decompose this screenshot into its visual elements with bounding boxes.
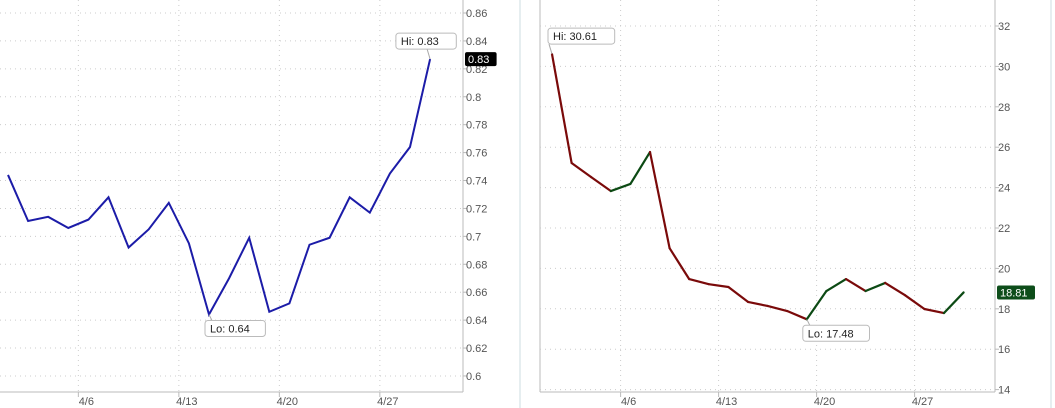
- series-segment: [648, 150, 671, 250]
- panel-separator: [1050, 0, 1052, 408]
- callout-label: Lo: 17.48: [808, 328, 854, 340]
- y-tick-label: 32: [998, 21, 1010, 33]
- callout-box: [395, 32, 457, 50]
- series-segment: [844, 278, 867, 293]
- series-segment: [688, 278, 710, 286]
- last-value-badge: [465, 52, 497, 67]
- callout-pointer: [426, 48, 431, 60]
- right-chart: 14 16 18 20 22 24 26 28 30 32 4/6 4/13 4/20 4/27 Hi: 3…: [539, 0, 1035, 408]
- series-segment: [884, 281, 906, 297]
- callout-pointer: [806, 319, 811, 326]
- series-segment: [825, 278, 848, 293]
- callout-box: [204, 320, 266, 338]
- y-tick-label: 24: [998, 183, 1010, 195]
- y-tick-label: 22: [998, 223, 1010, 235]
- y-tick-label: 14: [998, 385, 1010, 397]
- series-segment: [707, 283, 730, 289]
- y-tick-label: 0.7: [466, 231, 481, 243]
- series-segment: [746, 300, 769, 308]
- y-tick-label: 0.74: [466, 176, 487, 188]
- y-tick-label: 30: [998, 61, 1010, 73]
- y-tick-label: 0.76: [466, 148, 487, 160]
- y-tick-label: 0.84: [466, 36, 487, 48]
- y-tick-label: 0.66: [466, 287, 487, 299]
- callout-pointer: [548, 43, 553, 55]
- series-segment: [590, 175, 612, 193]
- series-segment: [629, 150, 652, 186]
- left-chart: 0.6 0.62 0.64 0.66 0.68 0.7 0.72 0.74 0.76 0.78 0.…: [0, 0, 497, 408]
- hi-callout: Hi: 30.61: [547, 27, 616, 55]
- y-tick-label: 0.68: [466, 259, 487, 271]
- y-tick-label: 0.64: [466, 315, 487, 327]
- series-segment: [570, 161, 593, 179]
- lo-callout: Lo: 17.48: [802, 319, 870, 342]
- series-segment: [766, 304, 789, 313]
- series-segment: [609, 182, 632, 193]
- series-segment: [903, 293, 926, 311]
- last-value-label: 18.81: [1000, 287, 1028, 299]
- y-tick-label: 16: [998, 344, 1010, 356]
- x-tick-label: 4/6: [621, 396, 636, 408]
- y-tick-label: 0.6: [466, 371, 481, 383]
- series-line: [7, 58, 432, 318]
- x-tick-label: 4/20: [277, 396, 298, 408]
- y-tick-label: 0.86: [466, 8, 487, 20]
- y-tick-label: 18: [998, 304, 1010, 316]
- hi-callout: Hi: 0.83: [395, 32, 457, 60]
- series-segment: [786, 309, 808, 321]
- callout-label: Lo: 0.64: [210, 324, 250, 336]
- y-tick-label: 20: [998, 263, 1010, 275]
- x-tick-label: 4/13: [176, 396, 197, 408]
- x-tick-label: 4/13: [716, 396, 737, 408]
- y-tick-label: 0.62: [466, 343, 487, 355]
- last-value-badge: [997, 285, 1035, 300]
- panel-separator: [519, 0, 521, 408]
- y-tick-label: 28: [998, 102, 1010, 114]
- lo-callout: Lo: 0.64: [204, 314, 266, 338]
- series-segment: [805, 289, 828, 321]
- y-tick-label: 26: [998, 142, 1010, 154]
- y-tick-label: 0.8: [466, 92, 481, 104]
- callout-pointer: [208, 314, 213, 321]
- series-segment: [727, 285, 750, 304]
- y-tick-label: 0.72: [466, 203, 487, 215]
- y-tick-label: 0.82: [466, 64, 487, 76]
- series-segment: [550, 52, 573, 165]
- series-segment: [668, 247, 691, 281]
- x-tick-label: 4/27: [377, 396, 398, 408]
- series-segment: [942, 291, 965, 315]
- series-segment: [923, 307, 946, 315]
- callout-box: [547, 27, 616, 45]
- x-tick-label: 4/6: [79, 396, 94, 408]
- callout-label: Hi: 30.61: [553, 31, 597, 43]
- callout-label: Hi: 0.83: [401, 36, 439, 48]
- callout-box: [802, 324, 870, 342]
- series-segment: [864, 281, 887, 293]
- x-tick-label: 4/20: [814, 396, 835, 408]
- last-value-label: 0.83: [468, 54, 489, 66]
- x-tick-label: 4/27: [912, 396, 933, 408]
- y-tick-label: 0.78: [466, 120, 487, 132]
